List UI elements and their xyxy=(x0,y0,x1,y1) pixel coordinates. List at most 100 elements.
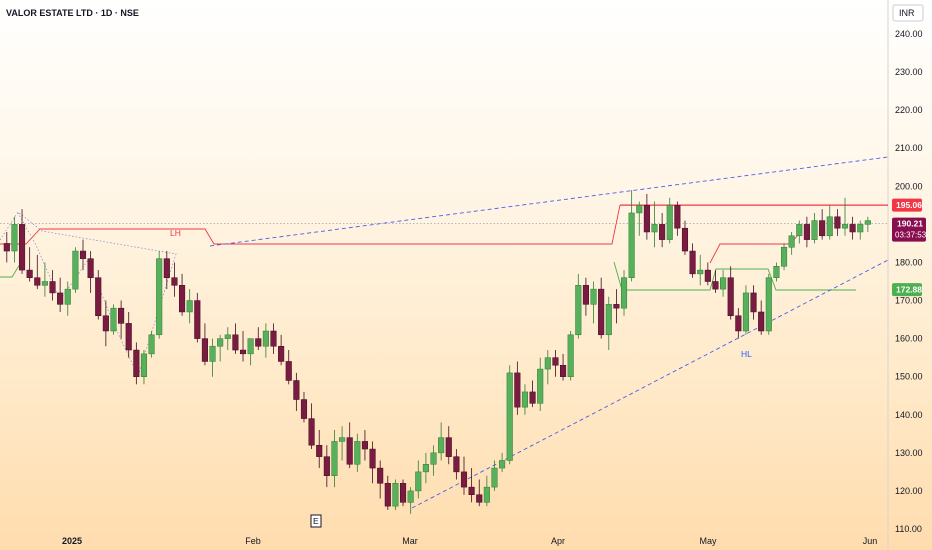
support-price-tag: 172.88 xyxy=(892,283,922,297)
candle-body xyxy=(247,338,254,355)
candle-body xyxy=(179,285,186,313)
candle-body xyxy=(354,441,361,465)
candle-body xyxy=(796,224,803,237)
chart-title: VALOR ESTATE LTD · 1D · NSE xyxy=(6,8,139,18)
lh-step-line xyxy=(0,204,621,245)
candle-body xyxy=(864,220,871,225)
candle-body xyxy=(841,224,849,229)
candle-body xyxy=(560,365,567,377)
candle-body xyxy=(232,334,239,351)
candle-body xyxy=(742,292,749,332)
y-tick-label: 220.00 xyxy=(895,105,923,115)
candle-body xyxy=(483,486,490,503)
candle-body xyxy=(575,285,582,336)
candle-body xyxy=(262,330,269,347)
candle-body xyxy=(95,277,102,317)
last-price-label: 190.21 xyxy=(897,219,923,229)
candle-body xyxy=(392,483,399,507)
lower-trendline xyxy=(411,259,889,509)
candle-body xyxy=(217,338,224,347)
candle-body xyxy=(514,372,521,408)
hl-label: HL xyxy=(741,349,752,359)
candle-body xyxy=(209,345,216,362)
candle-body xyxy=(34,277,41,286)
support-step-line xyxy=(0,263,21,278)
resistance-price-tag: 195.06 xyxy=(892,198,922,212)
candle-body xyxy=(224,334,231,339)
candle-body xyxy=(849,224,856,233)
x-tick-label: Mar xyxy=(402,536,418,546)
y-tick-label: 240.00 xyxy=(895,29,923,39)
candle-body xyxy=(148,334,155,355)
y-tick-label: 180.00 xyxy=(895,257,923,267)
event-marker[interactable]: E xyxy=(310,514,322,528)
candle-body xyxy=(834,216,841,229)
candle-body xyxy=(674,205,681,229)
candle-body xyxy=(308,418,315,446)
x-tick-label: May xyxy=(699,536,717,546)
x-axis-ticks: 2025 Feb Mar Apr May Jun xyxy=(62,536,877,546)
candles xyxy=(3,190,871,514)
candle-body xyxy=(110,307,117,332)
candle-body xyxy=(186,300,193,313)
candle-body xyxy=(407,490,414,503)
candle-body xyxy=(605,304,612,336)
currency-badge[interactable]: INR xyxy=(892,4,924,22)
candle-body xyxy=(3,243,10,252)
candle-body xyxy=(590,288,597,305)
y-tick-label: 130.00 xyxy=(895,448,923,458)
candle-body xyxy=(552,357,559,366)
candle-body xyxy=(529,391,536,404)
candle-body xyxy=(194,300,201,339)
candle-body xyxy=(468,486,475,495)
candle-body xyxy=(26,269,33,278)
candle-body xyxy=(521,391,529,408)
candle-body xyxy=(293,380,300,400)
last-price-tag: 190.21 03:37:53 xyxy=(892,217,927,242)
candle-body xyxy=(750,292,757,313)
candle-body xyxy=(811,220,818,240)
candle-body xyxy=(666,205,673,240)
candle-body xyxy=(803,224,810,240)
y-tick-label: 160.00 xyxy=(895,334,923,344)
candle-body xyxy=(57,292,64,305)
x-tick-label: Apr xyxy=(551,536,565,546)
resistance-tag-label: 195.06 xyxy=(896,200,922,210)
candle-body xyxy=(64,288,71,305)
support-step-line-2 xyxy=(613,261,856,291)
candle-body xyxy=(720,277,727,290)
candle-body xyxy=(72,250,79,290)
candle-body xyxy=(712,281,719,290)
candle-body xyxy=(87,258,94,278)
candle-body xyxy=(255,338,262,347)
candle-body xyxy=(476,494,483,503)
candle-body xyxy=(79,250,87,259)
candle-body xyxy=(399,483,407,503)
candle-body xyxy=(758,311,765,332)
y-tick-label: 210.00 xyxy=(895,143,923,153)
y-tick-label: 150.00 xyxy=(895,372,923,382)
candle-body xyxy=(537,368,544,404)
candle-body xyxy=(331,441,338,476)
candle-body xyxy=(582,285,589,305)
candle-body xyxy=(339,437,346,442)
candle-body xyxy=(377,467,384,484)
candle-body xyxy=(491,467,498,488)
y-tick-label: 110.00 xyxy=(895,524,922,534)
candle-body xyxy=(415,471,422,492)
y-tick-label: 230.00 xyxy=(895,67,923,77)
candle-body xyxy=(636,205,643,214)
candle-body xyxy=(659,224,666,240)
candle-body xyxy=(735,315,742,332)
candle-body xyxy=(689,250,696,275)
candle-body xyxy=(346,437,353,465)
candle-body xyxy=(499,460,506,469)
candle-body xyxy=(239,349,247,355)
candle-body xyxy=(171,277,178,286)
candle-body xyxy=(422,464,429,473)
candle-body xyxy=(156,258,163,336)
candle-body xyxy=(697,269,704,275)
x-tick-label: Jun xyxy=(863,536,878,546)
